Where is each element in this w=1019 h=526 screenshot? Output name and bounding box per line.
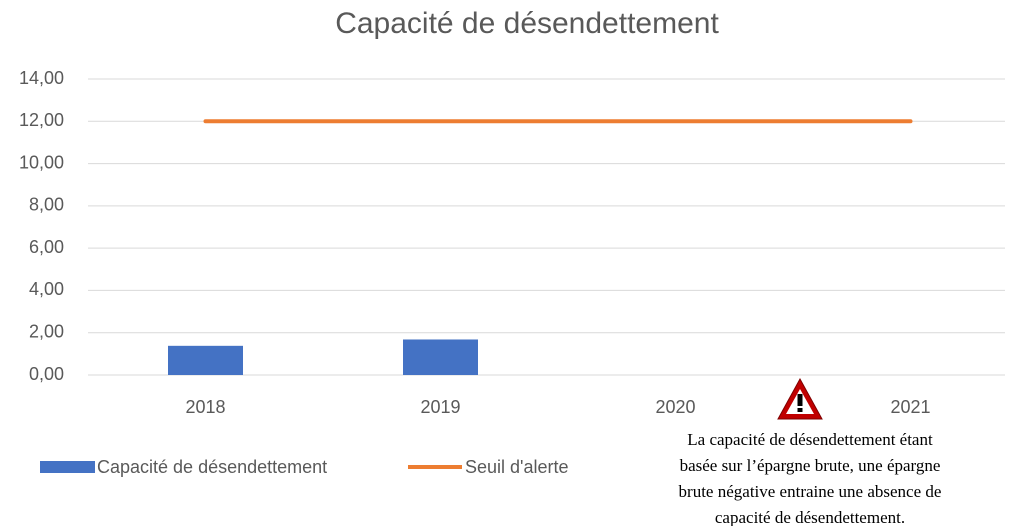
x-tick-label: 2020	[655, 397, 695, 417]
y-tick-label: 0,00	[29, 364, 64, 384]
legend-label: Capacité de désendettement	[97, 457, 327, 477]
y-tick-label: 6,00	[29, 237, 64, 257]
warning-icon	[777, 377, 823, 420]
annotation: La capacité de désendettement étant	[687, 430, 933, 449]
y-tick-label: 4,00	[29, 279, 64, 299]
annotation: capacité de désendettement.	[715, 508, 905, 526]
annotation: basée sur l’épargne brute, une épargne	[680, 456, 941, 475]
x-tick-label: 2018	[185, 397, 225, 417]
legend-label: Seuil d'alerte	[465, 457, 569, 477]
y-tick-label: 10,00	[19, 152, 64, 172]
legend-swatch	[40, 461, 95, 473]
bar	[403, 339, 478, 375]
x-tick-label: 2019	[420, 397, 460, 417]
y-tick-label: 8,00	[29, 195, 64, 215]
chart-title: Capacité de désendettement	[335, 7, 719, 40]
y-tick-label: 2,00	[29, 321, 64, 341]
annotation: brute négative entraine une absence de	[679, 482, 942, 501]
y-tick-label: 12,00	[19, 110, 64, 130]
bar	[168, 345, 243, 375]
x-tick-label: 2021	[890, 397, 930, 417]
y-tick-label: 14,00	[19, 68, 64, 88]
